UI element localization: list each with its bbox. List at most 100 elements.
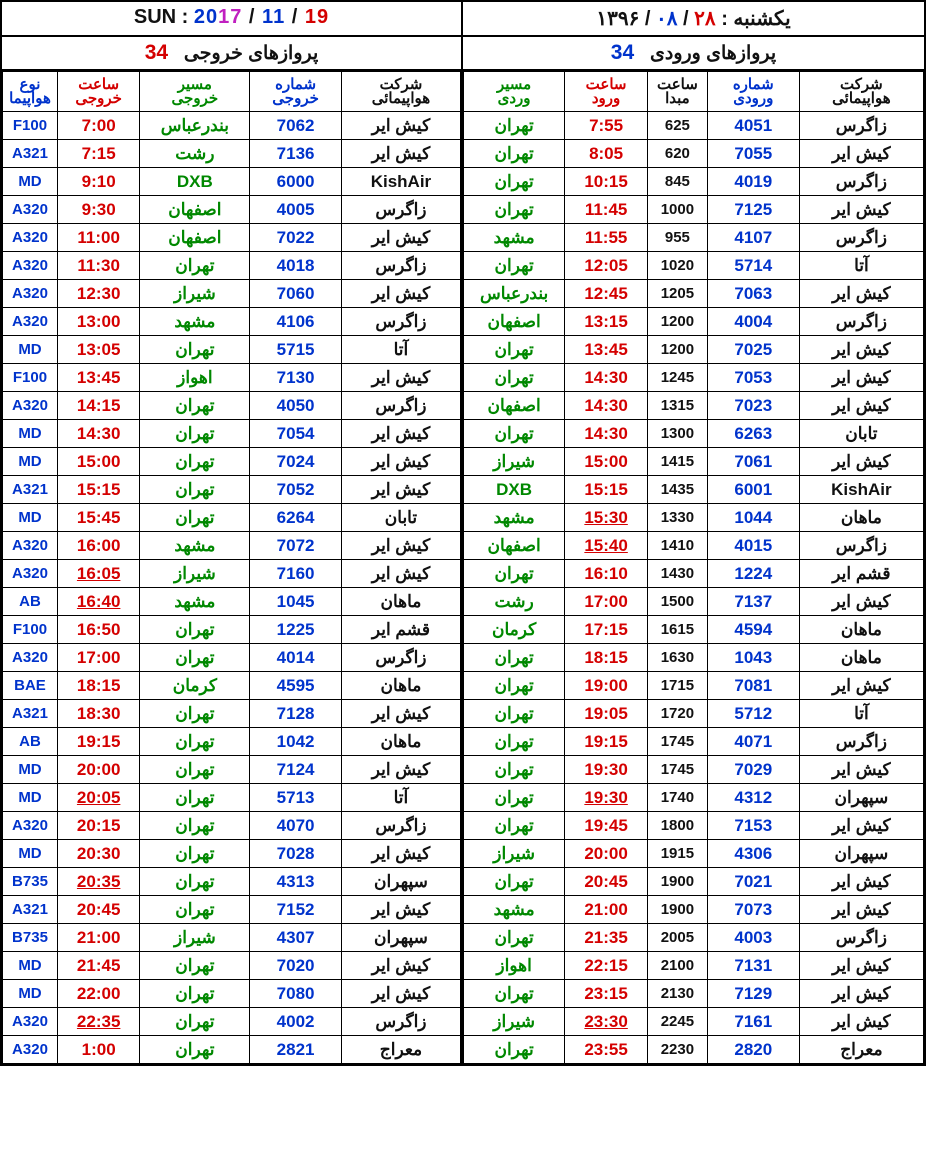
- dep-time: 16:40: [57, 588, 139, 616]
- dep-row: A3217:15رشت7136کیش ایر: [3, 140, 461, 168]
- arr-arrtime: 19:45: [565, 812, 648, 840]
- arr-origin: تهران: [464, 700, 565, 728]
- arr-num: 7153: [707, 812, 799, 840]
- arr-origin: شیراز: [464, 1008, 565, 1036]
- dep-type: A320: [3, 560, 58, 588]
- arr-row: تهران16:1014301224قشم ایر: [464, 560, 924, 588]
- dep-type: A321: [3, 700, 58, 728]
- arr-airline: کیش ایر: [799, 336, 923, 364]
- dep-row: MD9:10DXB6000KishAir: [3, 168, 461, 196]
- dep-airline: کیش ایر: [341, 280, 460, 308]
- dep-type: AB: [3, 588, 58, 616]
- arr-airline: کیش ایر: [799, 868, 923, 896]
- persian-year: ۱۳۹۶: [596, 8, 639, 30]
- arr-arrtime: 21:35: [565, 924, 648, 952]
- dep-airline: کیش ایر: [341, 112, 460, 140]
- dep-num: 4050: [250, 392, 342, 420]
- dep-dest: مشهد: [140, 532, 250, 560]
- dep-dest: تهران: [140, 980, 250, 1008]
- dep-type: MD: [3, 840, 58, 868]
- dep-time: 14:15: [57, 392, 139, 420]
- day: 19: [305, 6, 329, 28]
- flight-schedule: SUN : 2017 / 11 / 19 یکشنبه : ۲۸ / ۰۸ / …: [0, 0, 926, 1066]
- arr-airline: کیش ایر: [799, 952, 923, 980]
- dep-type: MD: [3, 168, 58, 196]
- dep-time: 18:15: [57, 672, 139, 700]
- dep-airline: ماهان: [341, 588, 460, 616]
- arr-airline: کیش ایر: [799, 980, 923, 1008]
- arr-num: 6263: [707, 420, 799, 448]
- dep-airline: کیش ایر: [341, 840, 460, 868]
- arr-otime: 2230: [647, 1036, 707, 1064]
- dep-dest: تهران: [140, 812, 250, 840]
- dep-time: 20:00: [57, 756, 139, 784]
- dep-row: MD20:00تهران7124کیش ایر: [3, 756, 461, 784]
- arr-otime: 1915: [647, 840, 707, 868]
- arr-airline: زاگرس: [799, 728, 923, 756]
- arr-row: تهران11:4510007125کیش ایر: [464, 196, 924, 224]
- year-p2: 17: [218, 6, 242, 28]
- arr-otime: 845: [647, 168, 707, 196]
- dep-type: A320: [3, 196, 58, 224]
- arr-origin: تهران: [464, 140, 565, 168]
- arr-origin: DXB: [464, 476, 565, 504]
- dep-h-airline: شرکتهواپیمائی: [341, 72, 460, 112]
- dep-dest: اصفهان: [140, 224, 250, 252]
- arr-origin: تهران: [464, 980, 565, 1008]
- arr-origin: تهران: [464, 168, 565, 196]
- arr-origin: تهران: [464, 644, 565, 672]
- arr-row: تهران19:0517205712آتا: [464, 700, 924, 728]
- dep-airline: کیش ایر: [341, 140, 460, 168]
- persian-month: ۰۸: [656, 8, 677, 30]
- arr-num: 1043: [707, 644, 799, 672]
- dep-time: 1:00: [57, 1036, 139, 1064]
- arr-origin: تهران: [464, 1036, 565, 1064]
- dep-airline: زاگرس: [341, 644, 460, 672]
- persian-date: یکشنبه : ۲۸ / ۰۸ / ۱۳۹۶: [463, 2, 924, 35]
- arr-num: 7161: [707, 1008, 799, 1036]
- dep-num: 5713: [250, 784, 342, 812]
- arr-airline: کیش ایر: [799, 448, 923, 476]
- arr-arrtime: 19:05: [565, 700, 648, 728]
- dep-airline: سپهران: [341, 868, 460, 896]
- arr-airline: زاگرس: [799, 112, 923, 140]
- arr-row: تهران21:3520054003زاگرس: [464, 924, 924, 952]
- dep-dest: اصفهان: [140, 196, 250, 224]
- dep-time: 20:45: [57, 896, 139, 924]
- arr-airline: زاگرس: [799, 532, 923, 560]
- arr-otime: 2130: [647, 980, 707, 1008]
- dep-num: 4014: [250, 644, 342, 672]
- dep-time: 22:35: [57, 1008, 139, 1036]
- dep-num: 7160: [250, 560, 342, 588]
- dep-airline: کیش ایر: [341, 700, 460, 728]
- arr-arrtime: 23:55: [565, 1036, 648, 1064]
- arr-num: 4594: [707, 616, 799, 644]
- arr-row: اصفهان13:1512004004زاگرس: [464, 308, 924, 336]
- dep-h-num: شمارهخروجی: [250, 72, 342, 112]
- arr-row: تهران12:0510205714آتا: [464, 252, 924, 280]
- arr-airline: کیش ایر: [799, 140, 923, 168]
- dep-dest: بندرعباس: [140, 112, 250, 140]
- dep-num: 7152: [250, 896, 342, 924]
- dep-num: 4070: [250, 812, 342, 840]
- arr-origin: تهران: [464, 728, 565, 756]
- arr-num: 7029: [707, 756, 799, 784]
- arr-origin: اصفهان: [464, 308, 565, 336]
- arr-airline: تابان: [799, 420, 923, 448]
- arr-otime: 1435: [647, 476, 707, 504]
- dep-type: A320: [3, 1036, 58, 1064]
- dep-num: 2821: [250, 1036, 342, 1064]
- departures-title: پروازهای خروجی 34: [2, 37, 463, 69]
- dep-h-dest: مسیرخروجی: [140, 72, 250, 112]
- arr-num: 5714: [707, 252, 799, 280]
- arr-origin: تهران: [464, 196, 565, 224]
- arr-arrtime: 14:30: [565, 364, 648, 392]
- arr-num: 4107: [707, 224, 799, 252]
- dep-dest: تهران: [140, 700, 250, 728]
- arr-origin: تهران: [464, 420, 565, 448]
- dep-airline: کیش ایر: [341, 756, 460, 784]
- arr-h-otime: ساعتمبدا: [647, 72, 707, 112]
- arr-row: اصفهان15:4014104015زاگرس: [464, 532, 924, 560]
- dep-time: 22:00: [57, 980, 139, 1008]
- dep-time: 13:45: [57, 364, 139, 392]
